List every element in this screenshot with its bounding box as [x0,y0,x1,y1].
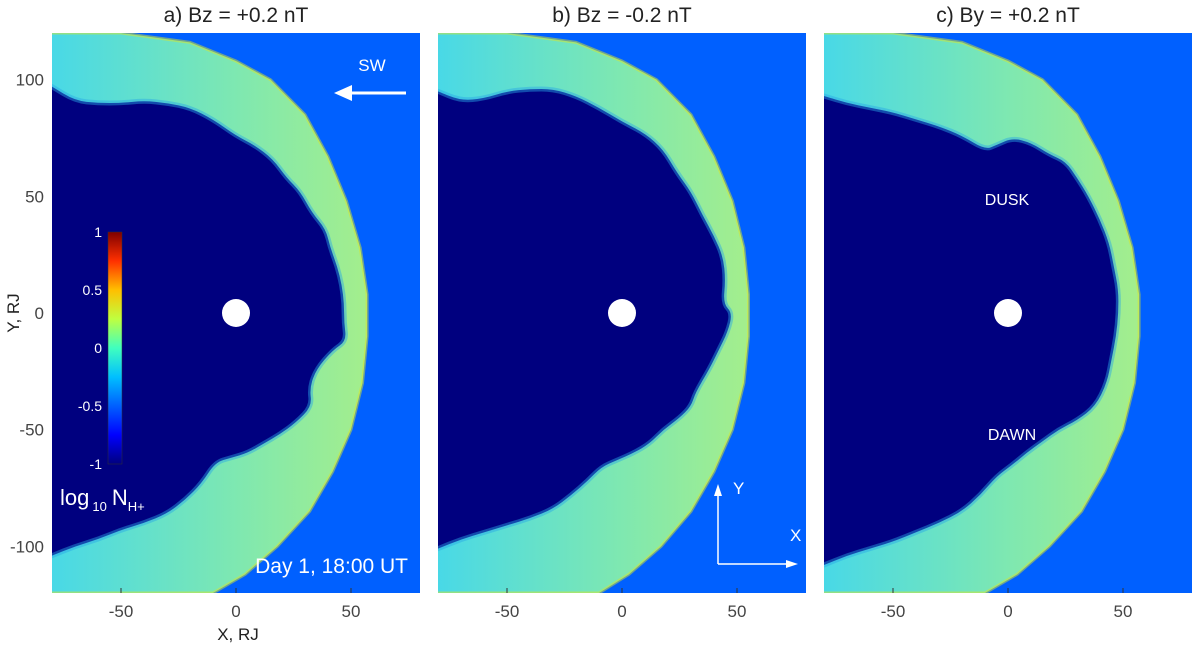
x-tick-label: 0 [1003,602,1012,621]
x-tick-label: 0 [617,602,626,621]
x-axis-label: X, RJ [217,625,259,644]
dawn-label: DAWN [988,427,1036,444]
x-tick-label: 50 [1114,602,1133,621]
x-tick-label: 50 [342,602,361,621]
bow-shock-line [52,33,369,593]
planet-jupiter [608,299,636,327]
colorbar-tick-label: -1 [90,456,103,472]
sw-arrowhead-icon [334,85,352,101]
panel-3: c) By = +0.2 nT -50 0 50 [824,4,1192,621]
y-tick-label: 0 [35,304,44,323]
panel-title: b) Bz = -0.2 nT [552,4,692,27]
magnetosphere-region [824,96,1119,565]
planet-jupiter [222,299,250,327]
planet-jupiter [994,299,1022,327]
colorbar-label-part: log [60,485,89,510]
dusk-label: DUSK [985,192,1030,209]
y-tick-label: -100 [10,537,44,556]
x-arrowhead-icon [786,560,798,568]
heatmap-image [52,33,420,593]
panel-2: b) Bz = -0.2 nT -50 0 50 [438,4,806,621]
bow-shock-line [438,33,750,593]
x-tick-label: 0 [231,602,240,621]
colorbar-tick-label: 1 [94,224,102,240]
colorbar-label: log 10 NH+ [60,485,145,514]
x-tick-label: -50 [109,602,134,621]
y-arrowhead-icon [714,484,722,496]
magnetosphere-region [438,89,731,549]
y-tick-label: 100 [16,71,44,90]
y-axis-label: Y, RJ [4,293,23,332]
panel-title: c) By = +0.2 nT [936,4,1080,27]
colorbar-tick-label: -0.5 [78,398,102,414]
colorbar-tick-label: 0 [94,340,102,356]
magnetosphere-region [52,86,346,556]
colorbar-label-part: 10 [92,499,106,514]
magnetopause-line [438,86,734,552]
magnetopause-line [824,93,1121,568]
colorbar-label-part: H+ [128,499,145,514]
panel-title: a) Bz = +0.2 nT [164,4,309,27]
magnetopause-line [52,84,348,559]
x-direction-label: X [790,526,801,545]
y-tick-label: 50 [25,187,44,206]
colorbar [107,231,123,465]
bow-shock-line [824,33,1141,593]
x-tick-label: -50 [495,602,520,621]
y-direction-label: Y [733,479,744,498]
heatmap-image [824,33,1192,593]
colorbar-tick-label: 0.5 [83,282,103,298]
y-tick-label: -50 [19,421,44,440]
x-tick-label: -50 [881,602,906,621]
colorbar-label-part: N [112,485,128,510]
timestamp-label: Day 1, 18:00 UT [255,555,408,578]
sw-label: SW [358,56,385,75]
x-tick-label: 50 [728,602,747,621]
